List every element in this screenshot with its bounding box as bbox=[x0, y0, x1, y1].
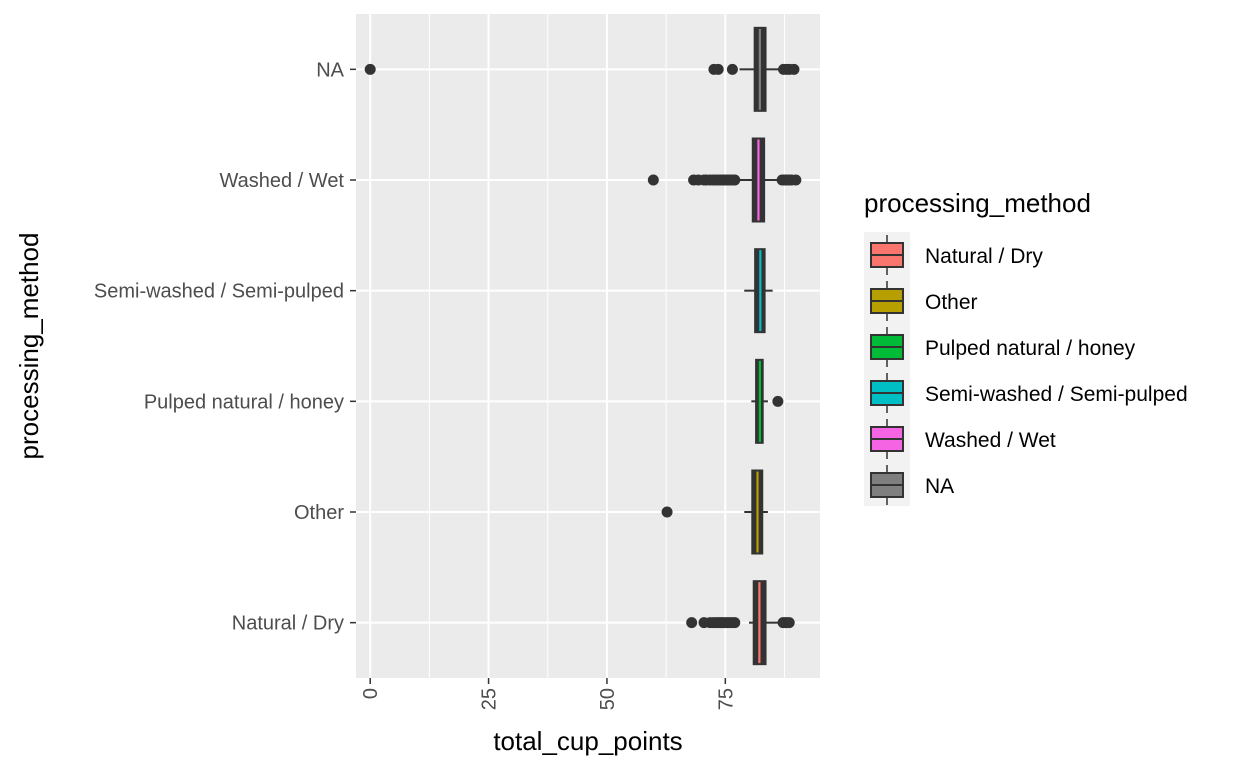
legend: processing_method Natural / Dry Other Pulp… bbox=[864, 188, 1188, 506]
legend-label: Semi-washed / Semi-pulped bbox=[925, 383, 1188, 406]
legend-entry: Pulped natural / honey bbox=[870, 327, 1136, 367]
legend-entry: Semi-washed / Semi-pulped bbox=[870, 373, 1188, 413]
legend-entry: Other bbox=[870, 281, 978, 321]
box-group bbox=[744, 248, 773, 334]
legend-title: processing_method bbox=[864, 188, 1091, 218]
y-axis-title: processing_method bbox=[14, 233, 44, 460]
panel-background bbox=[356, 14, 820, 678]
outlier-point bbox=[661, 506, 673, 518]
x-tick-label: 25 bbox=[479, 688, 501, 710]
box-group bbox=[686, 580, 795, 666]
y-axis: Natural / Dry Other Pulped natural / honey… bbox=[94, 59, 356, 635]
box-group bbox=[661, 469, 768, 555]
outlier-point bbox=[729, 174, 741, 186]
outlier-point bbox=[772, 395, 784, 407]
grid-minor bbox=[428, 14, 785, 678]
y-tick-label: Pulped natural / honey bbox=[144, 391, 344, 413]
y-tick-label: Natural / Dry bbox=[232, 613, 344, 635]
outlier-point bbox=[783, 617, 795, 629]
outlier-point bbox=[364, 63, 376, 75]
legend-entries: Natural / Dry Other Pulped natural / honey… bbox=[870, 235, 1188, 505]
outlier-point bbox=[726, 63, 738, 75]
outlier-point bbox=[712, 63, 724, 75]
y-tick-label: Semi-washed / Semi-pulped bbox=[94, 281, 344, 303]
legend-label: Natural / Dry bbox=[925, 245, 1043, 268]
legend-entry: Washed / Wet bbox=[870, 419, 1056, 459]
legend-label: Washed / Wet bbox=[925, 429, 1056, 452]
legend-label: NA bbox=[925, 475, 954, 498]
boxes bbox=[364, 26, 802, 666]
outlier-point bbox=[729, 617, 741, 629]
x-tick-label: 75 bbox=[715, 688, 737, 710]
legend-entry: Natural / Dry bbox=[870, 235, 1043, 275]
legend-entry: NA bbox=[870, 465, 954, 505]
y-tick-label: Washed / Wet bbox=[220, 170, 345, 192]
box-group bbox=[751, 358, 784, 444]
x-axis-title: total_cup_points bbox=[493, 726, 682, 756]
legend-label: Pulped natural / honey bbox=[925, 337, 1136, 360]
outlier-point bbox=[647, 174, 659, 186]
box-group bbox=[364, 26, 800, 112]
box-group bbox=[647, 137, 802, 223]
legend-key-background bbox=[864, 232, 910, 506]
x-tick-label: 50 bbox=[597, 688, 619, 710]
y-tick-label: NA bbox=[316, 59, 344, 81]
x-tick-label: 0 bbox=[360, 688, 382, 699]
outlier-point bbox=[790, 174, 802, 186]
y-tick-label: Other bbox=[294, 502, 344, 524]
x-axis: 0 25 50 75 bbox=[360, 678, 737, 710]
outlier-point bbox=[788, 63, 800, 75]
legend-label: Other bbox=[925, 291, 978, 314]
outlier-point bbox=[686, 617, 698, 629]
